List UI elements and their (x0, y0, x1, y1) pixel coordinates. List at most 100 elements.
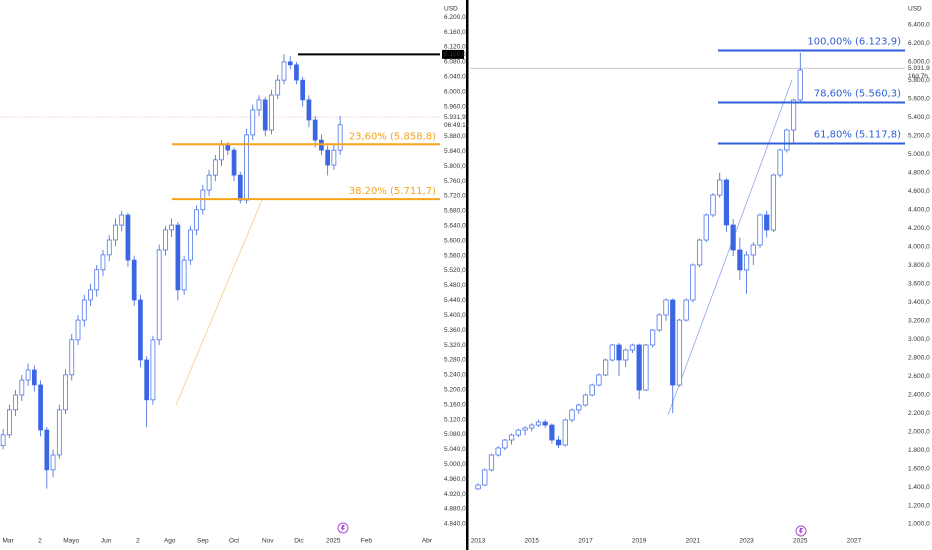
candle-body (556, 439, 562, 446)
y-tick-label: 2.200,0 (908, 410, 930, 417)
y-tick-label: 5.240,0 (444, 372, 466, 379)
x-tick-label: Feb (361, 538, 373, 545)
currency-label: USD (444, 6, 458, 13)
x-tick-label: Abr (422, 538, 433, 545)
candle-body (576, 404, 582, 411)
candle-body (325, 149, 331, 166)
candle-body (231, 149, 237, 176)
candle-body (770, 174, 777, 231)
x-tick-label: Nov (262, 538, 274, 545)
candle-body (250, 109, 256, 136)
candle-body (181, 259, 187, 291)
candle-body (515, 429, 521, 436)
candle-body (75, 319, 81, 341)
candle-body (710, 194, 716, 216)
candle-body (629, 344, 636, 351)
y-tick-label: 5.000,0 (444, 461, 466, 468)
y-tick-label: 6.160,0 (444, 29, 466, 36)
candle-body (616, 344, 622, 361)
axis-level-label: 6.100,0 (444, 51, 466, 58)
candle-body (212, 159, 218, 176)
y-tick-label: 5.680,0 (444, 208, 466, 215)
event-icon[interactable] (337, 522, 349, 534)
y-tick-label: 6.080,0 (444, 59, 466, 66)
candle-body (562, 419, 568, 446)
candle-body (269, 94, 274, 131)
currency-label: USD (908, 6, 922, 13)
candle-body (156, 249, 162, 341)
level-label: 23,60% (5.858,8) (349, 131, 436, 142)
y-tick-label: 5.160,0 (444, 401, 466, 408)
candle-body (475, 484, 481, 490)
y-tick-label: 5.400,0 (908, 114, 930, 121)
y-tick-label: 5.800,0 (444, 163, 466, 170)
candle-body (676, 319, 683, 386)
candle-body (0, 434, 6, 447)
candle-body (25, 369, 31, 381)
candle-body (790, 99, 797, 131)
x-tick-label: 2019 (632, 538, 647, 545)
y-tick-label: 5.600,0 (444, 237, 466, 244)
y-tick-label: 5.560,0 (444, 252, 466, 259)
price-timer: 06:49:17 (444, 122, 470, 129)
candle-body (281, 61, 287, 81)
candle-body (764, 214, 770, 231)
candle-body (495, 447, 501, 456)
candle-body (750, 244, 756, 256)
y-tick-label: 5.080,0 (444, 431, 466, 438)
candle-body (535, 421, 542, 426)
y-tick-label: 3.800,0 (908, 262, 930, 269)
candle-body (743, 254, 750, 271)
candle-body (244, 134, 249, 201)
candle-body (690, 264, 696, 301)
x-tick-label: 2017 (578, 538, 593, 545)
candle-body (649, 329, 656, 346)
y-tick-label: 4.000,0 (908, 243, 930, 250)
x-tick-label: Sep (197, 538, 209, 545)
price-label: 5.931,9 (908, 65, 930, 72)
candles (475, 52, 803, 490)
y-tick-label: 5.360,0 (444, 327, 466, 334)
y-tick-label: 4.800,0 (908, 170, 930, 177)
candle-body (696, 239, 703, 266)
y-tick-label: 3.600,0 (908, 280, 930, 287)
level-label: 61,80% (5.117,8) (814, 129, 901, 140)
y-tick-label: 6.200,0 (908, 40, 930, 47)
x-tick-label: Jun (101, 538, 112, 545)
y-tick-label: 6.120,0 (444, 44, 466, 51)
candle-body (131, 259, 137, 301)
y-tick-label: 6.000,0 (908, 59, 930, 66)
candle-body (287, 61, 293, 66)
y-tick-label: 2.600,0 (908, 373, 930, 380)
candle-body (306, 99, 312, 121)
x-tick-label: 2013 (471, 538, 486, 545)
candle-body (596, 374, 602, 386)
y-tick-label: 5.640,0 (444, 223, 466, 230)
candle-body (31, 369, 37, 386)
y-tick-label: 2.800,0 (908, 354, 930, 361)
y-tick-label: 2.000,0 (908, 428, 930, 435)
candle-body (256, 99, 262, 111)
y-tick-label: 6.200,0 (444, 14, 466, 21)
candle-body (262, 99, 268, 131)
x-tick-label: 2025 (793, 538, 808, 545)
candle-body (219, 144, 224, 161)
candle-body (163, 229, 168, 251)
candle-body (549, 424, 555, 441)
candle-body (144, 359, 150, 401)
candle-body (529, 424, 535, 429)
x-tick-label: 2025 (326, 538, 341, 545)
y-tick-label: 5.280,0 (444, 357, 466, 364)
event-icon[interactable] (795, 525, 807, 537)
candle-body (7, 409, 12, 436)
candle-body (175, 224, 181, 291)
x-tick-label: 2023 (739, 538, 754, 545)
candle-body (730, 224, 736, 251)
y-tick-label: 5.000,0 (908, 151, 930, 158)
candle-body (636, 344, 642, 391)
price-timer: 16d 7h (908, 73, 928, 80)
candle-body (670, 299, 676, 386)
y-tick-label: 4.880,0 (444, 506, 466, 513)
y-tick-label: 4.840,0 (444, 521, 466, 528)
candle-body (683, 299, 689, 321)
